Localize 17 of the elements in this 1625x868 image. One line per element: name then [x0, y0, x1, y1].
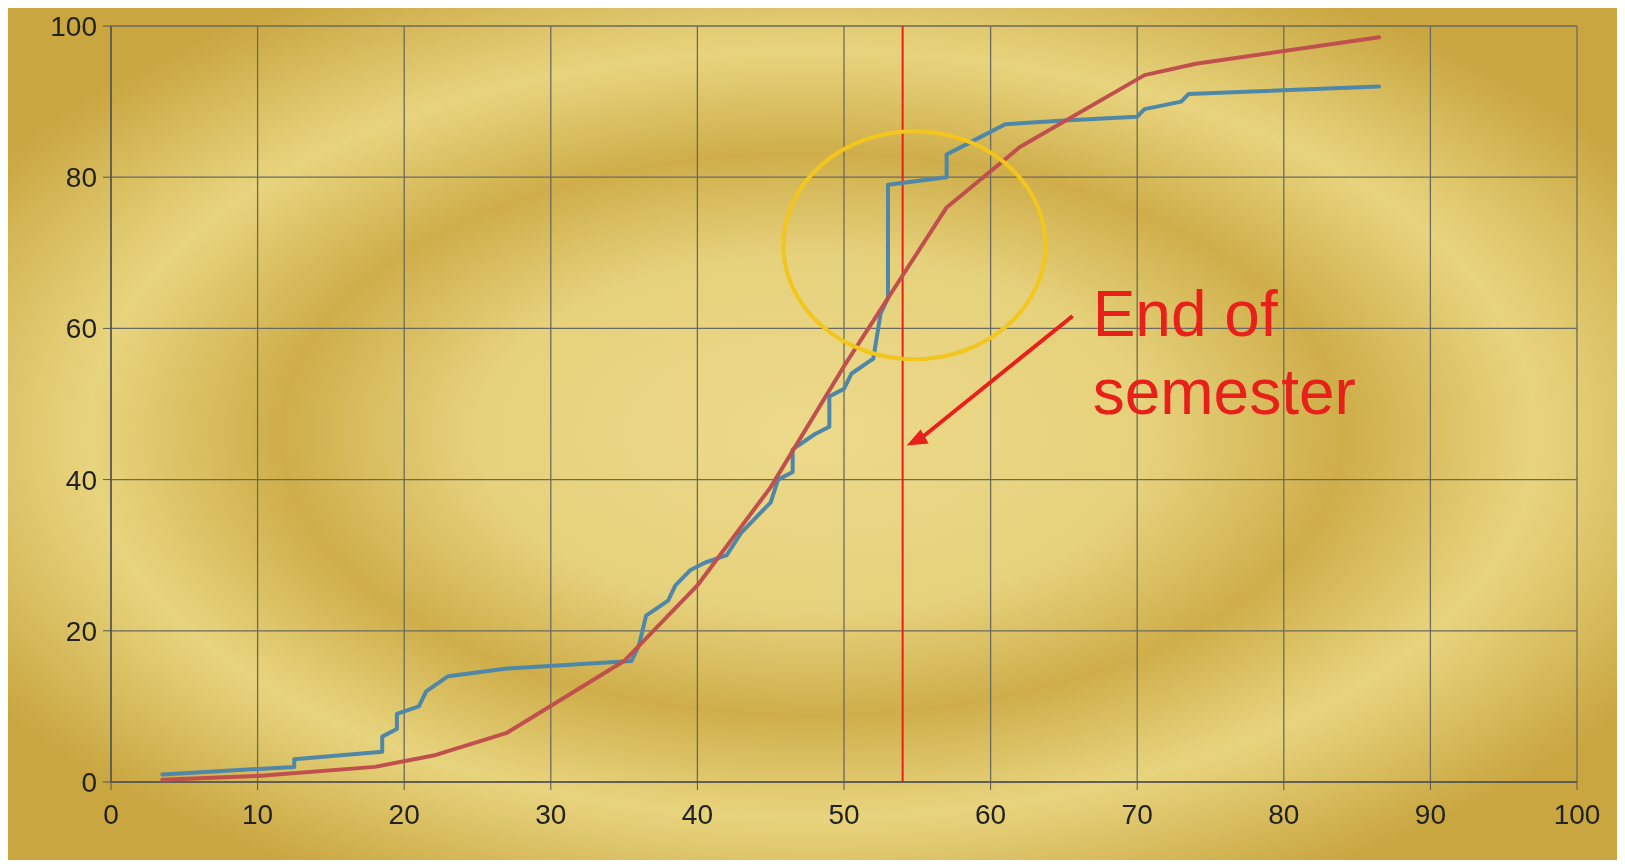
x-tick-label: 60: [975, 799, 1007, 830]
x-tick-label: 20: [388, 799, 420, 830]
x-tick-label: 40: [681, 799, 713, 830]
y-tick-label: 80: [65, 162, 97, 194]
y-tick-label: 100: [50, 11, 97, 42]
x-tick-label: 90: [1414, 799, 1446, 830]
x-tick-label: 80: [1268, 799, 1300, 830]
x-tick-label: 50: [828, 799, 860, 830]
x-tick-label: 70: [1121, 799, 1153, 830]
y-tick-label: 60: [65, 313, 97, 345]
x-tick-label: 0: [103, 799, 119, 830]
y-tick-label: 0: [81, 767, 97, 798]
x-tick-label: 30: [535, 799, 567, 830]
y-tick-label: 40: [65, 464, 97, 496]
x-tick-label: 10: [242, 799, 274, 830]
y-tick-label: 20: [65, 615, 97, 647]
x-tick-label: 100: [1553, 799, 1601, 830]
